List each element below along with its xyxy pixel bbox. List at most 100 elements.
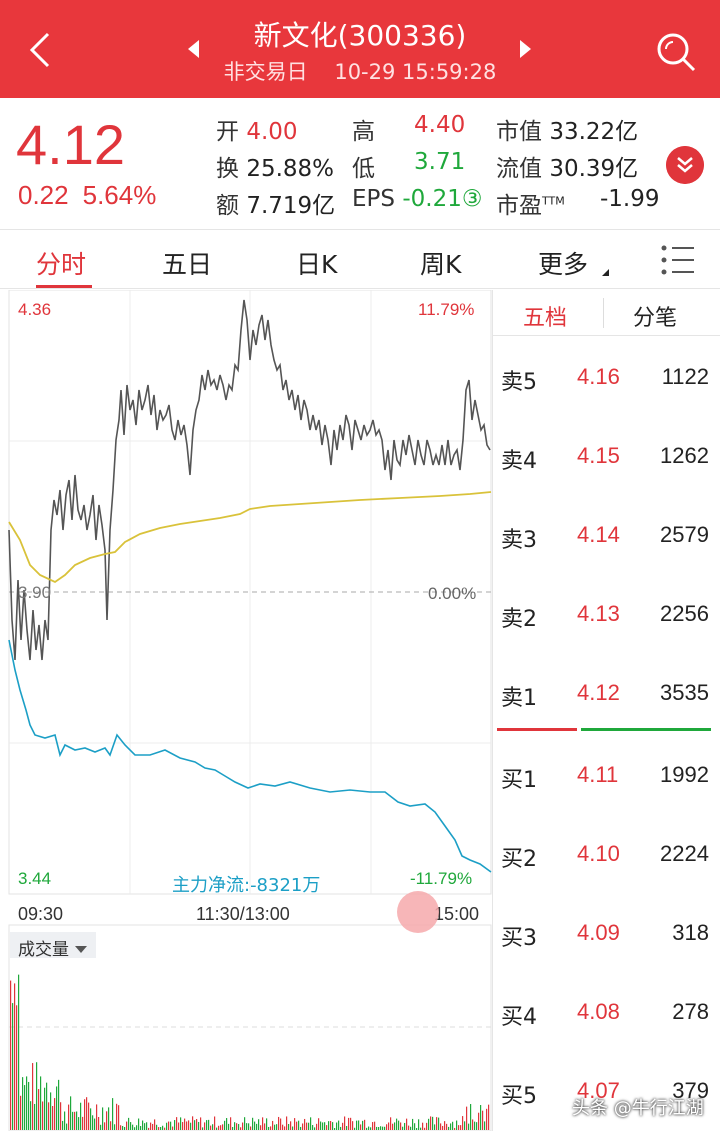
- dropdown-caret-icon: [75, 946, 87, 953]
- volume-bar: [162, 1125, 164, 1130]
- volume-bar: [36, 1062, 38, 1130]
- volume-bar: [246, 1123, 248, 1130]
- volume-bar: [324, 1122, 326, 1130]
- next-stock-icon[interactable]: [520, 40, 531, 58]
- volume-bar: [208, 1119, 210, 1130]
- volume-bar: [172, 1126, 174, 1130]
- volume-bar: [432, 1116, 434, 1130]
- volume-bar: [52, 1106, 54, 1130]
- ask-side: 卖5: [501, 370, 537, 395]
- volume-bar: [276, 1124, 278, 1130]
- ask-side: 卖2: [501, 607, 537, 632]
- market-status: 非交易日 10-29 15:59:28: [0, 56, 720, 86]
- volume-bar: [122, 1125, 124, 1130]
- volume-bar: [342, 1122, 344, 1130]
- volume-bar: [134, 1127, 136, 1130]
- volume-bar: [218, 1125, 220, 1130]
- expand-chevron-icon[interactable]: [666, 146, 704, 184]
- quote-panel: 4.12 0.22 5.64% 开 4.00 高 4.40 市值 33.22亿 换…: [0, 98, 720, 230]
- volume-bar: [214, 1116, 216, 1130]
- volume-bar: [196, 1118, 198, 1130]
- amount-field: 额 7.719亿: [216, 186, 335, 220]
- volume-bar: [444, 1121, 446, 1130]
- tab-intraday[interactable]: 分时: [36, 250, 87, 279]
- chart-tabs: 分时 五日 日K 周K 更多: [0, 231, 720, 289]
- volume-bar: [174, 1120, 176, 1130]
- volume-bar: [422, 1122, 424, 1130]
- bid-divider: [581, 728, 711, 731]
- volume-bar: [452, 1121, 454, 1130]
- tab-five-levels[interactable]: 五档: [523, 306, 568, 331]
- bid-row-5: 买5 4.07 379: [493, 1072, 720, 1112]
- last-price: 4.12: [16, 113, 125, 176]
- volume-bar: [304, 1118, 306, 1130]
- volume-bar: [54, 1098, 56, 1130]
- ask-side: 卖3: [501, 528, 537, 553]
- back-arrow-icon[interactable]: [24, 30, 58, 70]
- volume-bar: [16, 1005, 18, 1130]
- active-tab-indicator: [36, 285, 92, 288]
- volume-bar: [484, 1121, 486, 1130]
- tab-separator: [603, 298, 604, 328]
- volume-bar: [364, 1119, 366, 1130]
- volume-frame: [8, 924, 492, 1131]
- eps-field: EPS -0.21③: [352, 186, 482, 212]
- volume-bar: [408, 1125, 410, 1130]
- ask-row-2: 卖2 4.13 2256: [493, 595, 720, 635]
- ask-volume: 1262: [660, 443, 709, 468]
- volume-bar: [24, 1085, 26, 1130]
- ask-row-1: 卖1 4.12 3535: [493, 674, 720, 714]
- float-label: 流值: [496, 156, 542, 182]
- volume-bar: [290, 1121, 292, 1130]
- volume-bar: [70, 1096, 72, 1130]
- volume-bar: [148, 1127, 150, 1130]
- ask-volume: 1122: [661, 364, 709, 389]
- bid-price: 4.09: [577, 920, 620, 945]
- volume-bar: [80, 1102, 82, 1130]
- volume-bar: [270, 1126, 272, 1130]
- volume-bar: [144, 1123, 146, 1130]
- volume-bar: [474, 1121, 476, 1130]
- volume-bar: [340, 1126, 342, 1130]
- volume-bar: [266, 1118, 268, 1130]
- volume-indicator-dropdown[interactable]: 成交量: [10, 932, 96, 960]
- volume-bar: [296, 1121, 298, 1130]
- volume-bar: [184, 1118, 186, 1130]
- tab-daily-k[interactable]: 日K: [296, 250, 338, 279]
- volume-bar: [258, 1119, 260, 1130]
- volume-label: 成交量: [18, 940, 69, 960]
- prev-stock-icon[interactable]: [188, 40, 199, 58]
- float-value: 30.39亿: [549, 156, 639, 182]
- volume-bar: [466, 1106, 468, 1130]
- volume-bar: [152, 1123, 154, 1130]
- tab-more[interactable]: 更多: [538, 250, 589, 279]
- tab-weekly-k[interactable]: 周K: [420, 250, 462, 279]
- tab-five-day[interactable]: 五日: [162, 250, 213, 279]
- volume-bar: [244, 1117, 246, 1130]
- volume-bar: [462, 1116, 464, 1130]
- intraday-chart[interactable]: 4.36 11.79% 3.90 0.00% 3.44 -11.79% 主力净流…: [0, 290, 492, 1131]
- volume-bar: [308, 1122, 310, 1130]
- volume-bar: [336, 1122, 338, 1130]
- volume-bar: [112, 1098, 114, 1130]
- volume-bar: [250, 1126, 252, 1130]
- eps-value: -0.21③: [402, 186, 483, 212]
- volume-bar: [322, 1122, 324, 1130]
- volume-bar: [158, 1127, 160, 1130]
- volume-bar: [456, 1120, 458, 1130]
- list-menu-icon[interactable]: [660, 244, 696, 276]
- search-icon[interactable]: [654, 30, 698, 74]
- volume-bar: [88, 1102, 90, 1130]
- volume-bar: [42, 1101, 44, 1130]
- volume-bar: [260, 1125, 262, 1130]
- ask-price: 4.14: [577, 522, 620, 547]
- volume-bar: [224, 1120, 226, 1130]
- volume-bar: [254, 1121, 256, 1130]
- volume-bars: [10, 974, 490, 1130]
- volume-bar: [348, 1117, 350, 1130]
- price-change: 0.22 5.64%: [18, 180, 170, 211]
- volume-bar: [330, 1120, 332, 1130]
- more-caret-icon: [595, 269, 609, 276]
- rotate-fullscreen-button[interactable]: [397, 891, 439, 933]
- tab-tick-details[interactable]: 分笔: [633, 306, 678, 331]
